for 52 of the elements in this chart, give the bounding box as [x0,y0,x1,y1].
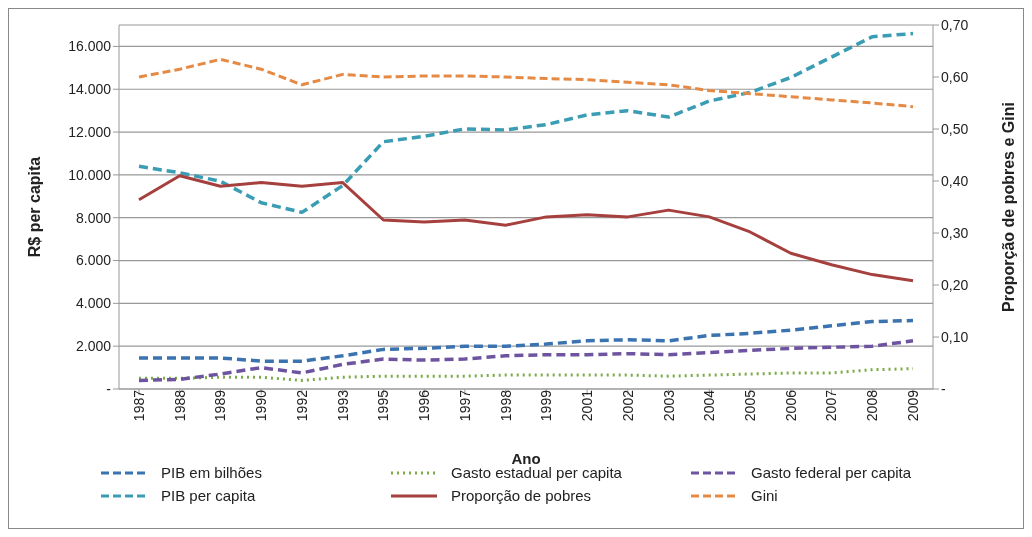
y2-tick-label: 0,10 [941,328,969,345]
x-tick-label: 1998 [497,389,514,422]
x-tick-label: 2003 [660,389,677,422]
y2-tick-label: 0,50 [941,120,969,137]
x-tick-label: 1999 [538,389,555,422]
y-axis-title: R$ per capita [25,156,43,258]
x-tick-label: 1987 [130,389,147,422]
y2-tick-label: 0,70 [941,16,969,33]
legend-label: Proporção de pobres [451,487,592,504]
line-series [137,367,915,382]
y2-tick-label: 0,60 [941,68,969,85]
y2-tick-label: 0,20 [941,276,969,293]
x-tick-label: 2008 [864,389,881,422]
x-tick-label: 2009 [904,389,921,422]
line-series [137,31,915,215]
x-tick-label: 1990 [253,389,270,422]
x-tick-label: 1988 [171,389,188,422]
line-series [137,57,915,109]
x-tick-label: 2001 [579,389,596,422]
legend-label: Gini [751,487,778,504]
x-axis-title: Ano [511,450,541,467]
x-tick-label: 2002 [619,389,636,422]
x-tick-label: 2004 [701,389,718,422]
x-tick-label: 2005 [741,389,758,422]
x-tick-label: 1995 [375,389,392,422]
legend-label: Gasto federal per capita [751,464,912,481]
legend-label: PIB per capita [161,487,256,504]
line-series [137,318,915,363]
y2-tick-label: - [941,380,946,397]
y-tick-label: 10.000 [68,166,112,183]
y-tick-label: 6.000 [75,252,112,269]
y-tick-label: 4.000 [75,295,112,312]
x-tick-label: 1997 [456,389,473,422]
y-tick-label: 12.000 [68,124,112,141]
y-tick-label: 2.000 [75,338,112,355]
y2-tick-label: 0,30 [941,224,969,241]
y2-tick-label: 0,40 [941,172,969,189]
y-tick-label: 14.000 [68,81,112,98]
x-tick-label: 1996 [416,389,433,422]
y-tick-label: - [106,380,112,397]
x-tick-label: 1992 [293,389,310,422]
y-tick-label: 16.000 [68,38,112,55]
line-series [137,174,915,283]
line-series [137,339,915,383]
y2-axis-title: Proporção de pobres e Gini [999,102,1017,312]
x-tick-label: 1989 [212,389,229,422]
x-tick-label: 2006 [782,389,799,422]
x-tick-label: 2007 [823,389,840,422]
legend-label: Gasto estadual per capita [451,464,622,481]
x-tick-label: 1993 [334,389,351,422]
legend-label: PIB em bilhões [161,464,262,481]
y-tick-label: 8.000 [75,209,112,226]
